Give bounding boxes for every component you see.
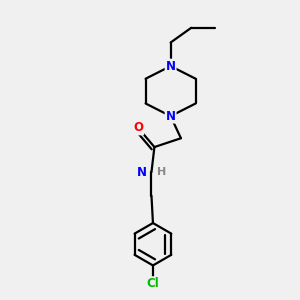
Text: N: N	[166, 110, 176, 123]
Text: O: O	[133, 122, 143, 134]
Text: N: N	[137, 166, 147, 178]
Text: H: H	[158, 167, 166, 177]
Text: N: N	[166, 60, 176, 73]
Text: Cl: Cl	[147, 277, 159, 290]
